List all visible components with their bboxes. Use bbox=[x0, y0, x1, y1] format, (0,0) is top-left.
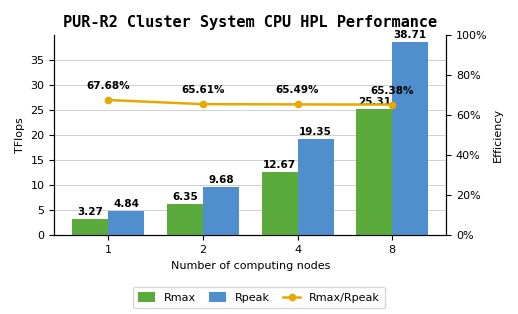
Text: 65.49%: 65.49% bbox=[276, 85, 320, 95]
Y-axis label: Efficiency: Efficiency bbox=[493, 108, 503, 162]
Text: 19.35: 19.35 bbox=[299, 127, 332, 137]
Text: 12.67: 12.67 bbox=[263, 160, 296, 170]
Rmax/Rpeak bbox=[389, 103, 395, 106]
Text: 25.31: 25.31 bbox=[358, 97, 391, 107]
Bar bbox=[356, 109, 392, 236]
Text: 67.68%: 67.68% bbox=[87, 81, 130, 91]
Text: 65.38%: 65.38% bbox=[370, 86, 414, 95]
Rmax/Rpeak bbox=[295, 102, 301, 106]
Legend: Rmax, Rpeak, Rmax/Rpeak: Rmax, Rpeak, Rmax/Rpeak bbox=[133, 287, 385, 308]
Text: 65.61%: 65.61% bbox=[181, 85, 225, 95]
Y-axis label: TFlops: TFlops bbox=[15, 117, 25, 153]
Line: Rmax/Rpeak: Rmax/Rpeak bbox=[105, 97, 395, 108]
Bar bbox=[108, 211, 144, 236]
Text: 4.84: 4.84 bbox=[113, 199, 139, 209]
Bar bbox=[392, 42, 428, 236]
Bar bbox=[262, 172, 298, 236]
Text: 3.27: 3.27 bbox=[77, 207, 103, 217]
Text: 9.68: 9.68 bbox=[208, 175, 234, 185]
Bar bbox=[167, 204, 203, 236]
Bar bbox=[203, 187, 239, 236]
Title: PUR-R2 Cluster System CPU HPL Performance: PUR-R2 Cluster System CPU HPL Performanc… bbox=[63, 15, 437, 30]
Text: 6.35: 6.35 bbox=[172, 192, 198, 202]
Text: 38.71: 38.71 bbox=[394, 30, 427, 40]
Rmax/Rpeak bbox=[200, 102, 206, 106]
Bar bbox=[298, 139, 334, 236]
Bar bbox=[72, 219, 108, 236]
Rmax/Rpeak bbox=[105, 98, 111, 102]
X-axis label: Number of computing nodes: Number of computing nodes bbox=[170, 261, 330, 271]
